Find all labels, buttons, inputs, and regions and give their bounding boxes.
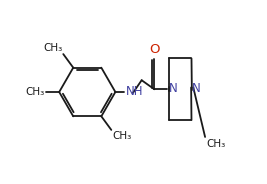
Text: NH: NH xyxy=(126,85,143,98)
Text: N: N xyxy=(169,82,178,95)
Text: CH₃: CH₃ xyxy=(43,43,62,53)
Text: CH₃: CH₃ xyxy=(25,87,45,97)
Text: CH₃: CH₃ xyxy=(206,139,225,149)
Text: O: O xyxy=(149,43,160,56)
Text: CH₃: CH₃ xyxy=(112,131,131,141)
Text: N: N xyxy=(192,82,201,95)
